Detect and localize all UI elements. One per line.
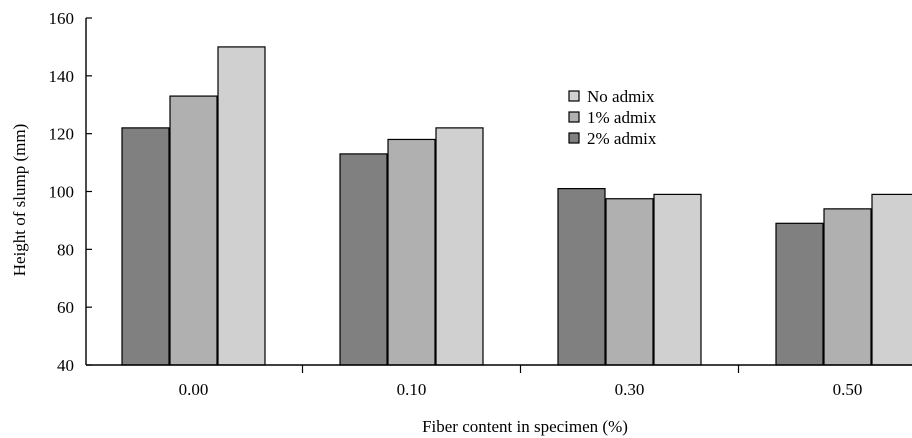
x-axis-title: Fiber content in specimen (%): [422, 417, 628, 436]
legend-label: 1% admix: [587, 108, 657, 127]
bar-2-admix-0-00: [121, 127, 170, 366]
bar-1-admix-0-30: [605, 198, 654, 366]
bars-group: [121, 46, 912, 366]
y-tick-label: 40: [57, 356, 74, 375]
bar-1-admix-0-50: [823, 208, 872, 366]
bar-2-admix-0-10: [339, 153, 388, 366]
y-tick-label: 160: [49, 9, 75, 28]
bar-1-admix-0-00: [169, 95, 218, 366]
legend-swatch: [568, 132, 580, 144]
legend-swatch: [568, 90, 580, 102]
legend: No admix 1% admix 2% admix: [568, 87, 657, 148]
y-ticks-group: 40 60 80 100 120 140 160: [49, 9, 92, 375]
legend-label: 2% admix: [587, 129, 657, 148]
x-tick-label: 0.00: [179, 380, 209, 399]
x-ticks-group: 0.00 0.10 0.30 0.50: [179, 365, 863, 399]
bar-2-admix-0-50: [775, 222, 824, 366]
y-tick-label: 120: [49, 125, 75, 144]
bar-1-admix-0-10: [387, 138, 436, 366]
bar-no-admix-0-00: [217, 46, 266, 366]
y-tick-label: 100: [49, 183, 75, 202]
y-tick-label: 60: [57, 298, 74, 317]
bar-no-admix-0-10: [435, 127, 484, 366]
legend-label: No admix: [587, 87, 655, 106]
y-tick-label: 80: [57, 240, 74, 259]
x-tick-label: 0.10: [397, 380, 427, 399]
bar-2-admix-0-30: [557, 188, 606, 366]
bar-no-admix-0-30: [653, 193, 702, 366]
y-axis-title: Height of slump (mm): [10, 124, 29, 277]
bar-no-admix-0-50: [871, 193, 912, 366]
legend-swatch: [568, 111, 580, 123]
x-tick-label: 0.30: [615, 380, 645, 399]
x-tick-label: 0.50: [833, 380, 863, 399]
y-tick-label: 140: [49, 67, 75, 86]
